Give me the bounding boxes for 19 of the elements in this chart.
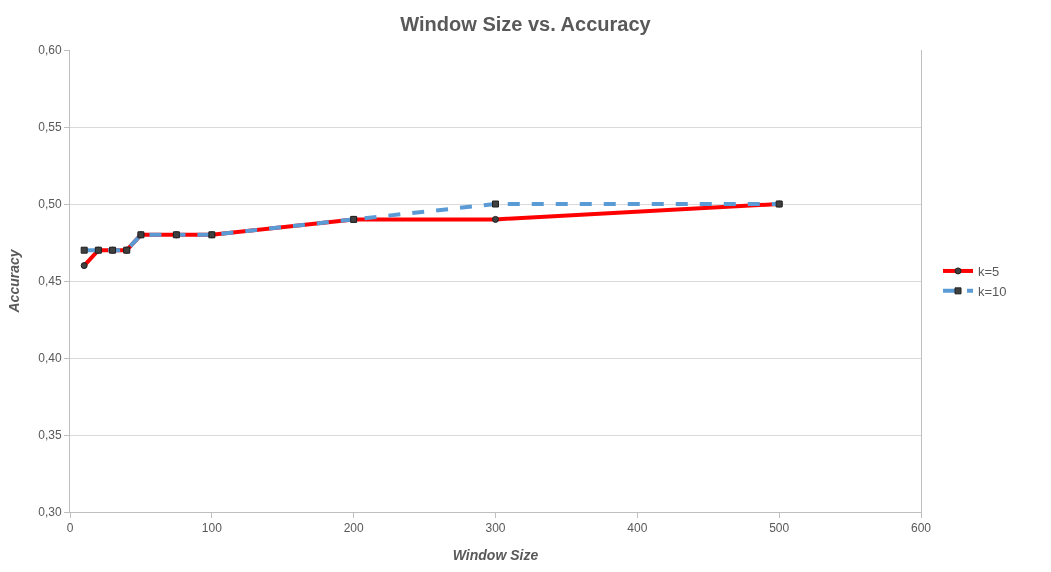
chart-title: Window Size vs. Accuracy (400, 13, 652, 36)
x-tick-label: 500 (769, 521, 790, 536)
y-tick-label: 0,45 (38, 274, 62, 289)
legend-label: k=10 (978, 283, 1007, 299)
y-tick-label: 0,60 (38, 43, 62, 58)
x-tick-label: 100 (201, 521, 223, 536)
x-axis-title: Window Size (452, 546, 539, 563)
y-axis-title: Accuracy (5, 248, 22, 314)
legend-label: k=5 (978, 264, 1000, 280)
x-tick-label: 200 (343, 521, 364, 536)
y-tick-label: 0,50 (38, 197, 62, 212)
x-tick-label: 300 (485, 521, 506, 536)
x-tick-label: 600 (910, 521, 932, 536)
x-tick-label: 0 (66, 521, 74, 536)
y-tick-label: 0,40 (38, 351, 62, 366)
y-tick-label: 0,35 (38, 428, 62, 443)
x-tick-label: 400 (627, 521, 648, 536)
y-tick-label: 0,55 (38, 120, 62, 135)
y-tick-label: 0,30 (38, 505, 62, 520)
